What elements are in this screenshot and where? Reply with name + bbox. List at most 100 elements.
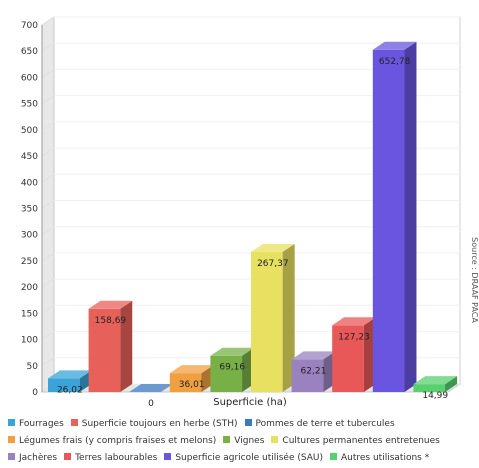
legend-label: Cultures permanentes entretenues	[282, 436, 440, 446]
bar-top	[413, 376, 458, 385]
bar-value-label: 0	[148, 399, 154, 409]
bar-value-label: 26,02	[57, 385, 83, 395]
legend-label: Autres utilisations *	[341, 453, 430, 463]
legend-item[interactable]: Jachères	[8, 450, 57, 467]
y-tick-label: 200	[21, 283, 38, 293]
bar-front	[210, 355, 243, 392]
bar-front	[88, 308, 121, 392]
y-tick-label: 400	[21, 178, 38, 188]
gridline	[41, 226, 55, 236]
bar	[88, 300, 133, 392]
bar	[372, 41, 417, 392]
bars	[48, 41, 458, 392]
gridline	[41, 331, 55, 340]
bar-value-label: 69,16	[219, 363, 245, 373]
legend-item[interactable]: Pommes de terre et tubercules	[244, 416, 395, 433]
legend-item[interactable]: Terres labourables	[64, 450, 157, 467]
bar-top	[372, 41, 417, 50]
gridline	[41, 304, 55, 314]
source-note: Source : DRAAF PACA	[470, 237, 479, 323]
y-tick-label: 600	[21, 73, 38, 83]
bar-front	[372, 49, 405, 392]
bar	[129, 384, 173, 392]
bar-value-label: 62,21	[301, 366, 327, 376]
legend: Fourrages Superficie toujours en herbe (S…	[8, 416, 474, 467]
legend-label: Terres labourables	[75, 453, 158, 463]
bar	[413, 376, 458, 392]
bar-front	[48, 378, 80, 392]
legend-swatch	[8, 419, 15, 426]
legend-swatch	[244, 419, 252, 426]
y-tick-label: 450	[21, 152, 38, 162]
y-tick-label: 250	[21, 257, 38, 267]
legend-swatch	[8, 453, 15, 460]
legend-label: Vignes	[234, 436, 265, 446]
bar-top	[291, 351, 336, 360]
bar	[251, 243, 295, 392]
legend-row: Jachères Terres labourables Superficie agr…	[8, 450, 474, 467]
bar-top	[48, 370, 92, 379]
y-tick-label: 500	[21, 126, 38, 136]
bar-value-label: 14,99	[422, 391, 448, 401]
bar-top	[129, 384, 173, 392]
legend-swatch	[223, 436, 231, 443]
y-tick-label: 150	[21, 309, 38, 319]
bar-top	[251, 243, 295, 252]
legend-item[interactable]: Superficie agricole utilisée (SAU)	[164, 450, 323, 467]
gridline	[41, 357, 55, 367]
y-tick-label: 550	[21, 100, 38, 110]
legend-label: Fourrages	[19, 419, 64, 429]
chart: 0 50 100 150 200 250 300 350 400 450 500 550 600 650 7…	[21, 16, 479, 409]
legend-swatch	[70, 419, 78, 426]
gridline	[41, 95, 55, 105]
gridline	[41, 200, 55, 209]
y-tick-label: 0	[32, 388, 38, 398]
gridline	[41, 252, 55, 262]
legend-swatch	[164, 453, 172, 460]
bar-value-label: 652,78	[379, 57, 411, 67]
bar-value-label: 158,69	[95, 316, 127, 326]
legend-swatch	[330, 453, 337, 460]
gridline	[41, 278, 55, 288]
legend-row: Fourrages Superficie toujours en herbe (S…	[8, 416, 474, 433]
legend-item[interactable]: Cultures permanentes entretenues	[271, 433, 440, 450]
legend-item[interactable]: Fourrages	[8, 416, 64, 433]
gridline	[41, 69, 55, 78]
bar-top	[88, 300, 133, 309]
legend-label: Pommes de terre et tubercules	[255, 419, 395, 429]
bar-side	[120, 300, 133, 392]
bar-side	[404, 41, 417, 392]
legend-label: Superficie toujours en herbe (STH)	[81, 419, 238, 429]
legend-swatch	[8, 436, 15, 443]
legend-item[interactable]: Autres utilisations *	[330, 450, 429, 467]
bar-top	[332, 317, 376, 326]
bar-value-label: 127,23	[338, 332, 370, 342]
legend-item[interactable]: Légumes frais (y compris fraises et melo…	[8, 433, 216, 450]
legend-item[interactable]: Superficie toujours en herbe (STH)	[70, 416, 238, 433]
legend-swatch	[64, 453, 72, 460]
gridline	[41, 147, 55, 157]
gridline	[41, 121, 55, 131]
y-tick-label: 50	[27, 362, 39, 372]
bar-value-label: 36,01	[179, 380, 205, 390]
bar	[332, 317, 376, 392]
gridline	[41, 16, 55, 26]
legend-label: Jachères	[19, 453, 58, 463]
bar-side	[445, 376, 458, 392]
legend-swatch	[271, 436, 279, 443]
bar-side	[282, 243, 295, 392]
legend-item[interactable]: Vignes	[223, 433, 264, 450]
y-tick-label: 350	[21, 205, 38, 215]
legend-label: Légumes frais (y compris fraises et melo…	[19, 436, 217, 446]
bar-front	[413, 384, 446, 392]
y-tick-label: 650	[21, 47, 38, 57]
legend-row: Légumes frais (y compris fraises et melo…	[8, 433, 474, 450]
y-tick-label: 700	[21, 21, 38, 31]
gridline	[41, 42, 55, 52]
bar-front	[332, 325, 364, 392]
bar-top	[210, 347, 255, 356]
y-tick-label: 300	[21, 231, 38, 241]
y-tick-label: 100	[21, 336, 38, 346]
gridline	[41, 173, 55, 183]
bar-value-label: 267,37	[257, 259, 289, 269]
